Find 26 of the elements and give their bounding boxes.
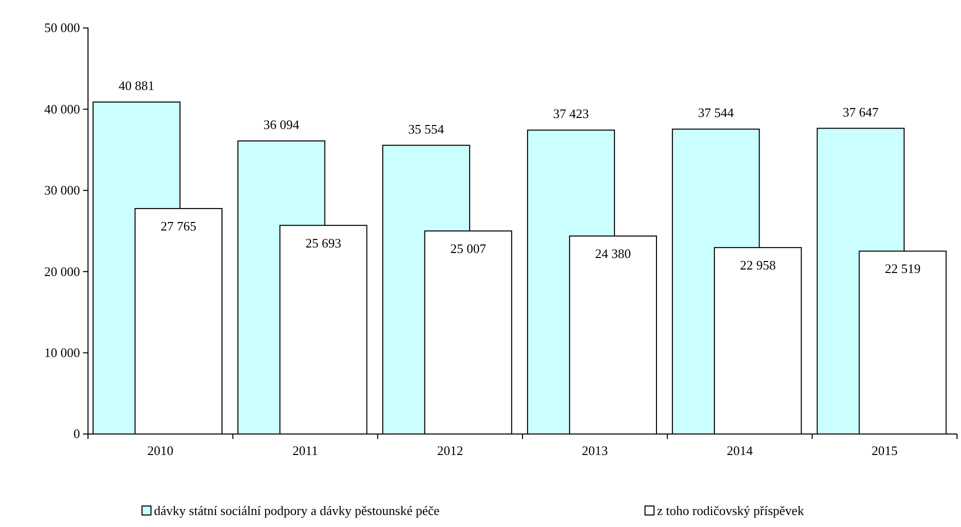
text: 25 007 (450, 240, 486, 256)
x-tick-label: 2014 (726, 443, 754, 458)
text: 27 765 (160, 218, 196, 234)
text: 22 958 (740, 258, 776, 273)
legend-label: dávky státní sociální podpory a dávky pěstounské péče (154, 503, 440, 518)
y-tick-label: 0 (74, 426, 80, 442)
y-tick-label: 20 000 (44, 264, 80, 279)
x-tick-label: 2010 (147, 443, 174, 458)
y-tick-label: 10 000 (44, 344, 80, 360)
text: 36 094 (263, 116, 300, 132)
text: 35 554 (408, 121, 444, 136)
x-tick-label: 2012 (437, 443, 464, 458)
y-tick-label: 30 000 (44, 182, 80, 198)
text: 24 380 (595, 246, 631, 262)
text: 40 881 (118, 78, 154, 94)
text: 37 423 (553, 106, 589, 122)
x-tick-label: 2015 (872, 443, 898, 458)
text: 37 647 (842, 104, 879, 120)
y-tick-label: 40 000 (44, 101, 80, 116)
x-tick-label: 2011 (292, 443, 318, 458)
text: 22 519 (884, 261, 921, 276)
x-tick-label: 2013 (582, 443, 608, 458)
text: 25 693 (305, 235, 342, 250)
legend-label: z toho rodičovský příspěvek (657, 503, 804, 518)
text: 37 544 (698, 105, 734, 120)
y-tick-label: 50 000 (44, 20, 80, 36)
